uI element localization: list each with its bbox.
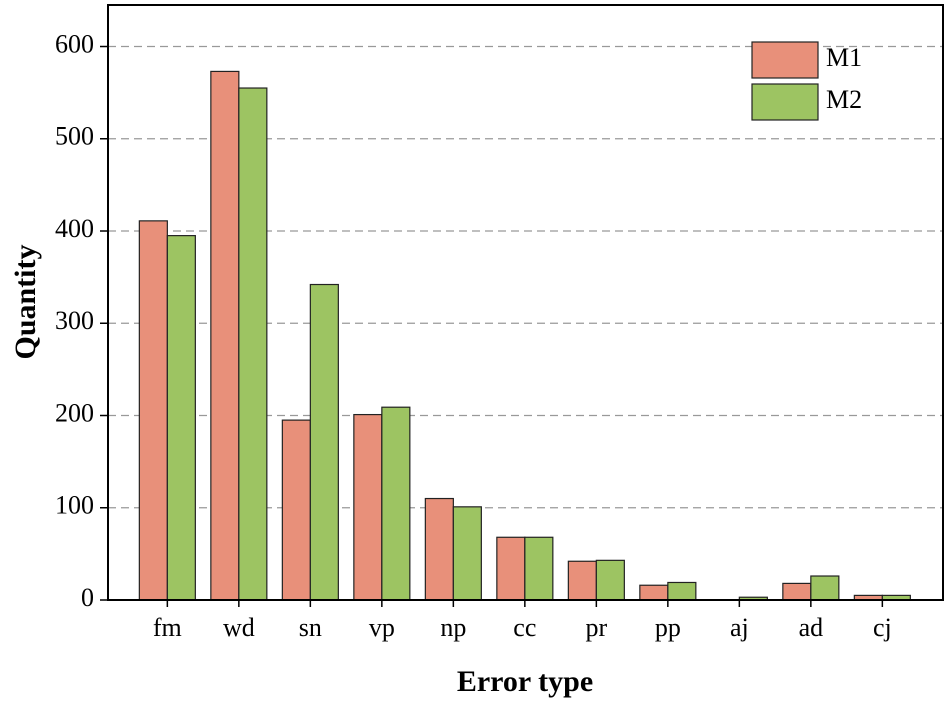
plot-frame bbox=[107, 4, 944, 601]
x-axis-title: Error type bbox=[457, 665, 593, 698]
y-tick-label: 400 bbox=[55, 214, 94, 243]
bar bbox=[166, 235, 196, 601]
bar bbox=[810, 575, 840, 601]
bar bbox=[353, 413, 383, 601]
y-tick-label: 200 bbox=[55, 398, 94, 427]
bar bbox=[381, 406, 411, 601]
bar bbox=[496, 536, 526, 601]
bar bbox=[452, 506, 482, 601]
y-axis-title: Quantity bbox=[9, 244, 42, 359]
y-tick-label: 0 bbox=[81, 583, 94, 612]
bar bbox=[782, 582, 812, 601]
bar bbox=[210, 70, 240, 601]
legend-label: M1 bbox=[826, 43, 862, 72]
bar bbox=[639, 584, 669, 601]
x-tick-label: fm bbox=[153, 613, 182, 642]
bar bbox=[524, 536, 554, 601]
bar bbox=[238, 87, 268, 601]
bar bbox=[667, 581, 697, 601]
x-tick-label: ad bbox=[799, 613, 824, 642]
y-tick-label: 300 bbox=[55, 306, 94, 335]
x-tick-label: cj bbox=[873, 613, 892, 642]
x-tick-label: cc bbox=[513, 613, 536, 642]
x-tick-label: vp bbox=[369, 613, 395, 642]
bar bbox=[281, 419, 311, 601]
bar bbox=[424, 497, 454, 601]
y-tick-label: 100 bbox=[55, 491, 94, 520]
bar bbox=[309, 283, 339, 601]
x-tick-label: aj bbox=[730, 613, 749, 642]
x-tick-label: np bbox=[440, 613, 466, 642]
x-tick-label: pp bbox=[655, 613, 681, 642]
y-tick-label: 500 bbox=[55, 122, 94, 151]
bar bbox=[138, 220, 168, 601]
legend-swatch bbox=[751, 83, 819, 121]
legend-label: M2 bbox=[826, 85, 862, 114]
bar bbox=[595, 559, 625, 601]
legend-swatch bbox=[751, 41, 819, 79]
x-tick-label: pr bbox=[586, 613, 608, 642]
x-tick-label: wd bbox=[223, 613, 255, 642]
x-tick-label: sn bbox=[299, 613, 322, 642]
y-tick-label: 600 bbox=[55, 29, 94, 58]
bar bbox=[567, 560, 597, 601]
